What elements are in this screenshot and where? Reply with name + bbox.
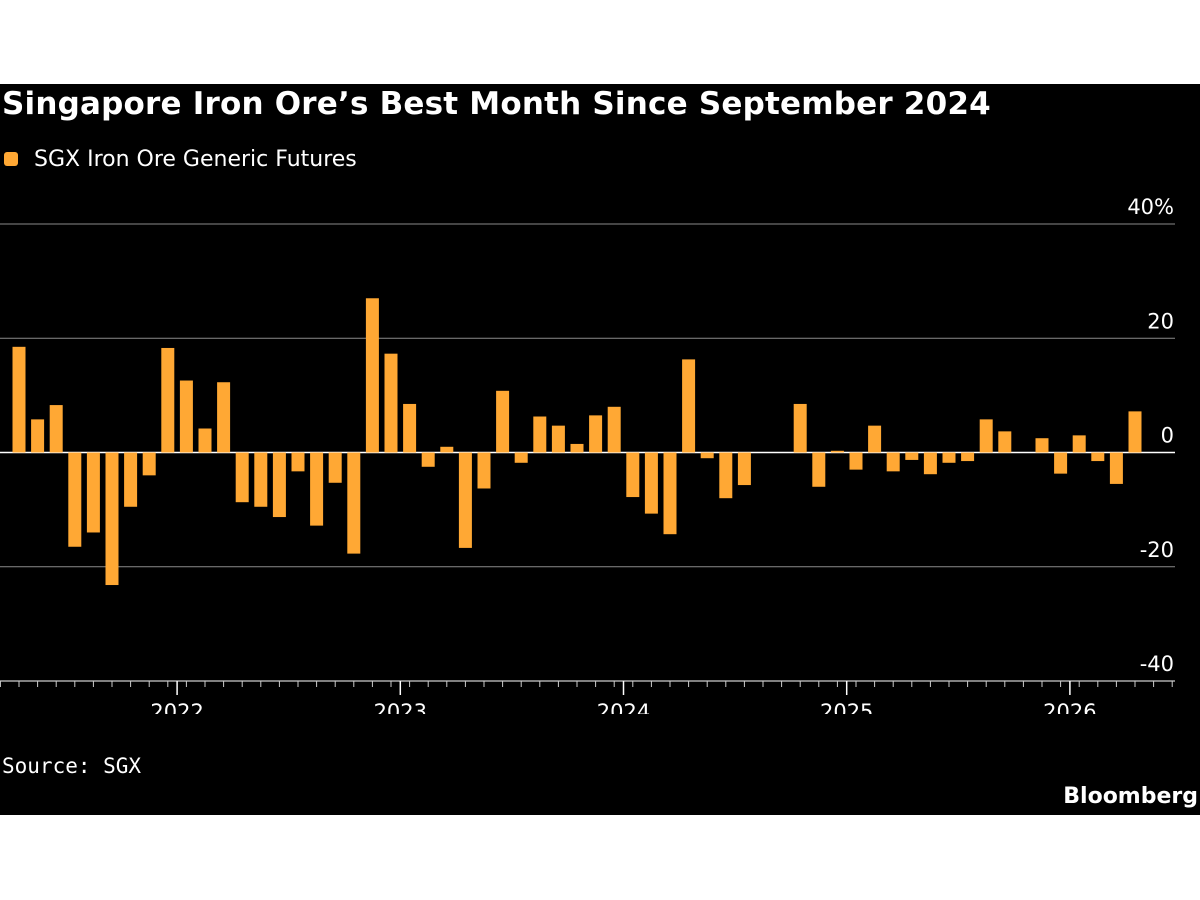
chart-panel: Singapore Iron Ore’s Best Month Since Se… bbox=[0, 84, 1200, 815]
bar bbox=[179, 380, 193, 453]
bar bbox=[514, 452, 528, 463]
x-tick-label: 2022 bbox=[150, 700, 203, 714]
x-tick-label: 2024 bbox=[597, 700, 650, 714]
bar bbox=[905, 452, 919, 460]
bar bbox=[49, 405, 63, 453]
bar bbox=[235, 452, 249, 503]
bar bbox=[849, 452, 863, 470]
y-tick-label: 0 bbox=[1161, 424, 1174, 448]
bar bbox=[142, 452, 156, 476]
x-tick-label: 2026 bbox=[1043, 700, 1096, 714]
x-axis bbox=[0, 680, 1175, 695]
x-tick-label: 2023 bbox=[374, 700, 427, 714]
plot-area: 40% 20 0 -20 -40 2022 2023 2024 2025 2026 bbox=[0, 195, 1175, 714]
bar bbox=[961, 452, 975, 462]
bar bbox=[793, 403, 807, 453]
bar bbox=[644, 452, 658, 514]
bar bbox=[1072, 435, 1086, 453]
source-note: Source: SGX bbox=[2, 754, 142, 778]
bar bbox=[830, 450, 844, 453]
bar bbox=[403, 403, 417, 453]
gridlines bbox=[0, 223, 1175, 568]
tick-labels: 40% 20 0 -20 -40 2022 2023 2024 2025 2026 bbox=[150, 195, 1174, 714]
bar bbox=[682, 359, 696, 453]
bar bbox=[589, 415, 603, 453]
bar bbox=[1091, 452, 1105, 462]
bar bbox=[868, 425, 882, 453]
bar bbox=[198, 428, 212, 453]
bar bbox=[12, 346, 26, 453]
bar bbox=[607, 406, 621, 453]
bar bbox=[1035, 438, 1049, 453]
bars bbox=[12, 298, 1142, 586]
y-tick-label: 40% bbox=[1127, 195, 1174, 219]
bar bbox=[979, 419, 993, 453]
bar bbox=[570, 443, 584, 453]
bar bbox=[700, 452, 714, 459]
bar bbox=[68, 452, 82, 547]
bar bbox=[440, 446, 454, 453]
y-tick-label: -20 bbox=[1140, 538, 1174, 562]
bar bbox=[347, 452, 361, 554]
bar bbox=[942, 452, 956, 463]
bar bbox=[291, 452, 305, 472]
y-tick-label: 20 bbox=[1147, 309, 1174, 333]
bar bbox=[719, 452, 733, 499]
bar bbox=[161, 347, 175, 453]
bar bbox=[533, 416, 547, 453]
bar bbox=[886, 452, 900, 472]
chart-title: Singapore Iron Ore’s Best Month Since Se… bbox=[2, 86, 991, 122]
bar bbox=[1128, 411, 1142, 453]
legend-swatch bbox=[4, 152, 18, 166]
y-tick-label: -40 bbox=[1140, 652, 1174, 676]
bar bbox=[105, 452, 119, 586]
bar bbox=[1109, 452, 1123, 484]
bar bbox=[86, 452, 100, 533]
bar bbox=[217, 382, 231, 453]
bar bbox=[31, 419, 45, 453]
bar bbox=[365, 298, 379, 453]
bar bbox=[496, 390, 510, 453]
bar bbox=[737, 452, 751, 486]
x-tick-label: 2025 bbox=[820, 700, 873, 714]
bar bbox=[421, 452, 435, 467]
bar bbox=[626, 452, 640, 498]
bar bbox=[998, 431, 1012, 453]
bar bbox=[272, 452, 286, 518]
brand-logo: Bloomberg bbox=[1063, 784, 1198, 809]
legend-label: SGX Iron Ore Generic Futures bbox=[34, 147, 357, 172]
bar bbox=[254, 452, 268, 507]
bar bbox=[923, 452, 937, 475]
bar bbox=[458, 452, 472, 548]
bar bbox=[328, 452, 342, 483]
bar bbox=[477, 452, 491, 489]
bar bbox=[1054, 452, 1068, 474]
bar bbox=[663, 452, 677, 535]
bar bbox=[124, 452, 138, 507]
bar bbox=[310, 452, 324, 526]
bar bbox=[812, 452, 826, 487]
bar bbox=[551, 425, 565, 453]
bar bbox=[384, 353, 398, 453]
